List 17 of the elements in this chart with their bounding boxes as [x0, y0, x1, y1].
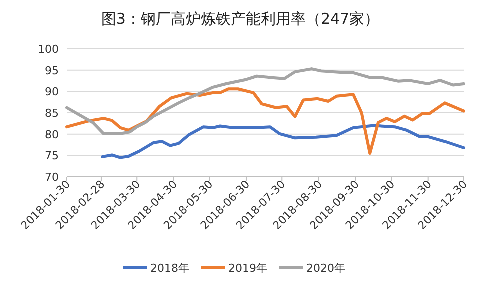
y-tick-label: 70 [45, 171, 59, 184]
y-tick-label: 100 [38, 43, 59, 56]
line-series [66, 88, 466, 156]
line-series [101, 124, 466, 160]
y-tick-label: 80 [45, 128, 59, 142]
y-tick-label: 95 [45, 64, 59, 78]
legend-label: 2020年 [306, 262, 346, 275]
chart-title: 图3：钢厂高炉炼铁产能利用率（247家） [101, 10, 380, 28]
legend-item: 2019年 [202, 262, 268, 275]
legend-label: 2019年 [228, 262, 268, 275]
legend-item: 2018年 [124, 262, 190, 275]
line-series [66, 68, 466, 136]
y-tick-label: 75 [45, 150, 59, 163]
y-tick-label: 90 [45, 86, 59, 99]
legend-label: 2018年 [150, 262, 190, 275]
y-tick-label: 85 [45, 107, 59, 120]
legend-item: 2020年 [280, 262, 346, 275]
